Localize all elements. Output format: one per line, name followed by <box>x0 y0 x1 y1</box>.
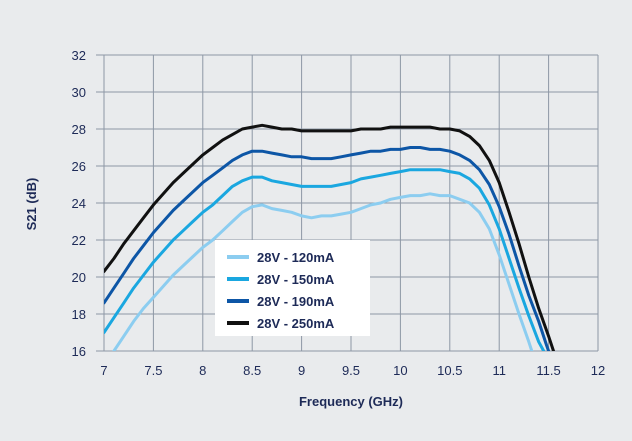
x-tick-label: 10.5 <box>437 363 462 378</box>
legend: 28V - 120mA 28V - 150mA 28V - 190mA 28V - 2… <box>215 240 370 336</box>
legend-entry: 28V - 190mA <box>257 294 335 309</box>
series-line-1 <box>112 192 534 351</box>
tick-labels: 7 7.5 8 8.5 9 9.5 10 10.5 11 11.5 12 16 18 20 22 24 26 28… <box>72 48 606 378</box>
x-tick-label: 7 <box>100 363 107 378</box>
y-tick-label: 16 <box>72 344 86 359</box>
y-tick-label: 18 <box>72 307 86 322</box>
y-tick-label: 32 <box>72 48 86 63</box>
series-line-4 <box>104 123 555 351</box>
y-tick-label: 30 <box>72 85 86 100</box>
y-axis-title: S21 (dB) <box>24 178 39 231</box>
x-tick-label: 7.5 <box>144 363 162 378</box>
series-line-3 <box>104 146 551 351</box>
x-tick-label: 12 <box>591 363 605 378</box>
y-tick-label: 24 <box>72 196 86 211</box>
y-tick-label: 28 <box>72 122 86 137</box>
x-axis-title: Frequency (GHz) <box>299 394 403 409</box>
y-tick-label: 20 <box>72 270 86 285</box>
y-tick-label: 22 <box>72 233 86 248</box>
x-tick-label: 9.5 <box>342 363 360 378</box>
legend-entry: 28V - 120mA <box>257 250 335 265</box>
x-tick-label: 10 <box>393 363 407 378</box>
x-tick-label: 8 <box>199 363 206 378</box>
series-line-2 <box>104 168 546 351</box>
x-tick-label: 11 <box>492 363 506 378</box>
x-tick-label: 11.5 <box>536 363 560 378</box>
legend-entry: 28V - 150mA <box>257 272 335 287</box>
legend-entry: 28V - 250mA <box>257 316 335 331</box>
series-layer <box>104 123 555 351</box>
x-tick-label: 9 <box>298 363 305 378</box>
y-tick-label: 26 <box>72 159 86 174</box>
x-tick-label: 8.5 <box>243 363 261 378</box>
